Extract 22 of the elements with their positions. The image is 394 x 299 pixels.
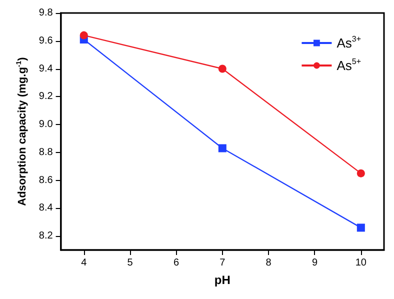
y-tick-label: 8.8 [38, 146, 54, 158]
x-tick-label: 5 [127, 258, 134, 268]
x-tick-label: 8 [266, 258, 272, 268]
point [80, 31, 88, 40]
point [218, 144, 226, 152]
y-tick-label: 9.0 [38, 119, 54, 130]
x-tick-label: 4 [81, 258, 88, 268]
point [218, 64, 226, 73]
y-tick-label: 9.2 [38, 91, 54, 102]
x-tick-label: 7 [220, 258, 226, 268]
point [356, 224, 365, 232]
x-axis-title: pH [214, 273, 230, 287]
x-tick-label: 10 [355, 258, 367, 268]
y-tick-label: 8.2 [38, 230, 54, 242]
y-tick-label: 8.6 [38, 174, 54, 186]
point [356, 169, 365, 178]
x-tick-label: 9 [312, 258, 318, 268]
x-tick-label: 6 [173, 258, 180, 268]
y-tick-label: 8.4 [38, 202, 54, 214]
y-tick-label: 9.4 [38, 63, 54, 74]
y-tick-label: 9.8 [38, 8, 54, 18]
y-tick-label: 9.6 [38, 35, 54, 46]
